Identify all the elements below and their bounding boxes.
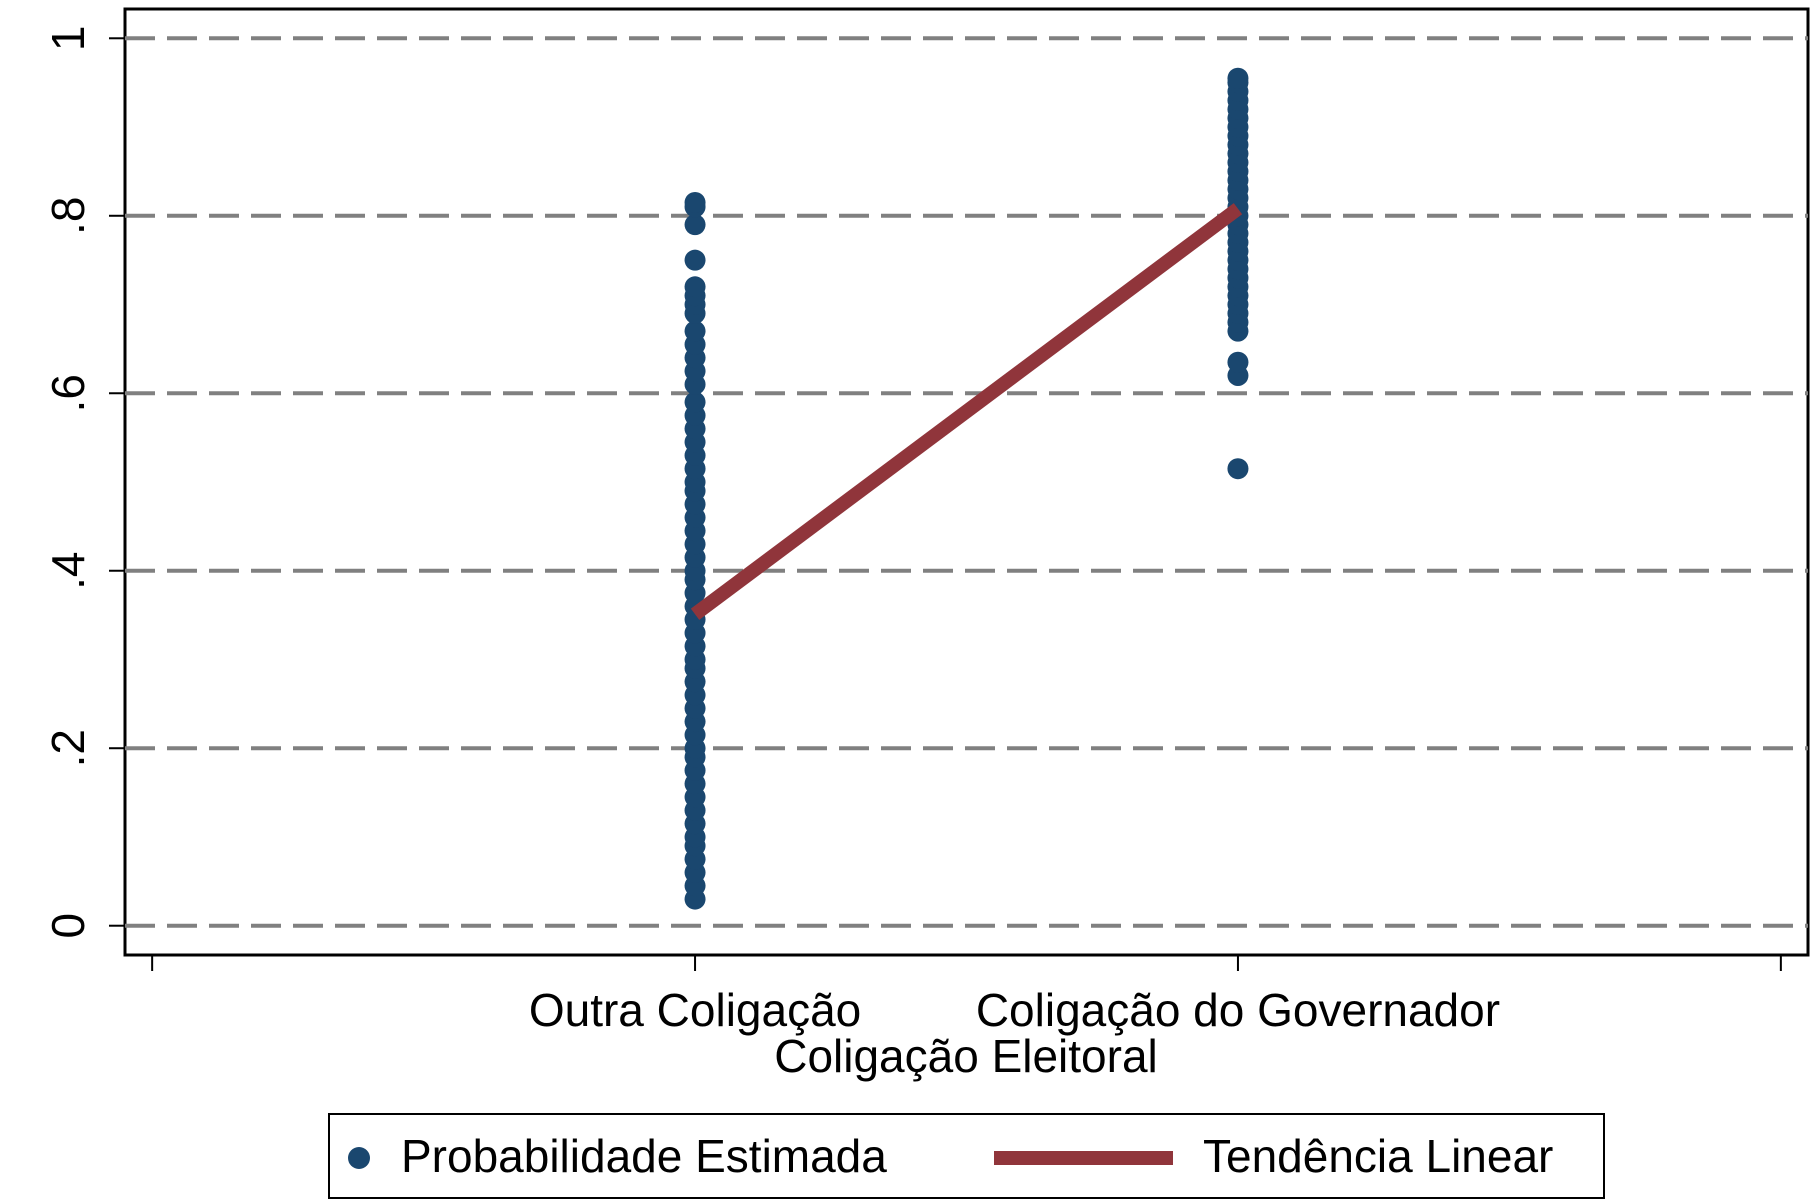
y-tick-label: .6: [42, 374, 94, 412]
point: [684, 191, 706, 213]
x-tick-label: Outra Coligação: [529, 984, 861, 1036]
point: [684, 249, 706, 271]
point: [1227, 67, 1249, 89]
point: [684, 214, 706, 236]
plot-frame: [123, 7, 1810, 957]
trend-line: [690, 203, 1243, 620]
y-tick-label: 1: [42, 25, 94, 51]
legend-label: Tendência Linear: [1203, 1130, 1553, 1182]
point: [684, 320, 706, 342]
x-tick-label: Coligação do Governador: [976, 984, 1500, 1036]
y-tick-label: 0: [42, 913, 94, 939]
point: [684, 391, 706, 413]
point: [1227, 458, 1249, 480]
legend-marker: [348, 1147, 370, 1169]
x-axis-label: Coligação Eleitoral: [774, 1030, 1158, 1082]
point: [1227, 351, 1249, 373]
y-tick-label: .2: [42, 729, 94, 767]
legend-label: Probabilidade Estimada: [401, 1130, 887, 1182]
legend-box: [328, 1113, 1605, 1199]
y-tick-label: .8: [42, 197, 94, 235]
point: [684, 276, 706, 298]
y-tick-label: .4: [42, 552, 94, 590]
